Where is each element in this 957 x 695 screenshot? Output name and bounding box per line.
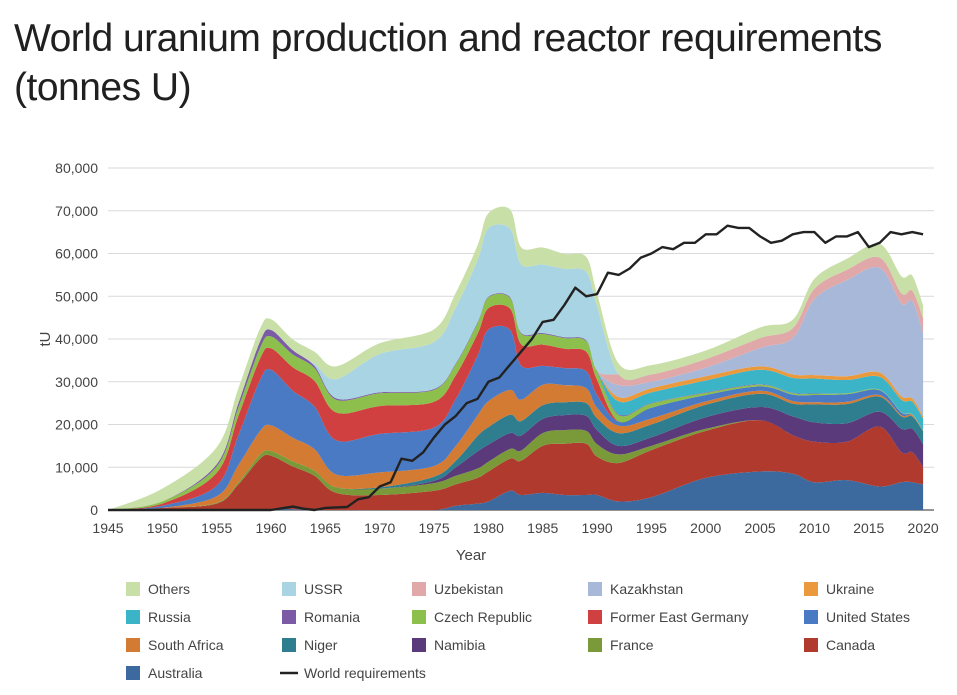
legend-label-niger: Niger — [304, 637, 338, 653]
legend-label-australia: Australia — [148, 665, 203, 681]
legend-swatch-australia — [126, 666, 140, 680]
area-australia — [108, 471, 924, 511]
y-tick-label: 80,000 — [55, 160, 98, 176]
y-tick-label: 10,000 — [55, 459, 98, 475]
legend-label-others: Others — [148, 581, 190, 597]
x-tick-label: 1980 — [473, 520, 504, 536]
world-requirements-line — [108, 224, 924, 512]
area-united-states — [108, 325, 924, 510]
area-czech-republic — [108, 293, 924, 510]
legend-label-world-requirements: World requirements — [304, 665, 426, 681]
legend-swatch-russia — [126, 610, 140, 624]
area-canada — [108, 420, 924, 511]
legend-swatch-czech-republic — [412, 610, 426, 624]
area-ussr — [108, 224, 924, 510]
legend-layer: Others USSR Uzbekistan Kazakhstan Ukraine Rus… — [126, 581, 910, 681]
legend-label-russia: Russia — [148, 609, 191, 625]
x-tick-label: 1990 — [582, 520, 613, 536]
area-uzbekistan — [108, 256, 924, 510]
x-tick-label: 1960 — [255, 520, 286, 536]
x-tick-label: 2015 — [853, 520, 884, 536]
legend-swatch-united-states — [804, 610, 818, 624]
x-tick-label: 2000 — [690, 520, 721, 536]
legend-swatch-kazakhstan — [588, 582, 602, 596]
legend-label-france: France — [610, 637, 654, 653]
y-tick-label: 40,000 — [55, 331, 98, 347]
y-tick-label: 50,000 — [55, 288, 98, 304]
legend-label-canada: Canada — [826, 637, 875, 653]
legend-label-ukraine: Ukraine — [826, 581, 874, 597]
x-tick-label: 1950 — [147, 520, 178, 536]
x-axis-title: Year — [456, 547, 486, 564]
legend-swatch-former-east-germany — [588, 610, 602, 624]
legend-swatch-romania — [282, 610, 296, 624]
y-tick-label: 20,000 — [55, 417, 98, 433]
legend-label-united-states: United States — [826, 609, 910, 625]
y-tick-label: 0 — [90, 502, 98, 518]
legend-label-namibia: Namibia — [434, 637, 486, 653]
area-layer — [108, 206, 924, 511]
area-niger — [108, 393, 924, 510]
area-others — [108, 206, 924, 510]
x-tick-label: 1985 — [527, 520, 558, 536]
x-tick-label: 1975 — [418, 520, 449, 536]
legend-label-ussr: USSR — [304, 581, 343, 597]
legend-swatch-niger — [282, 638, 296, 652]
legend-swatch-namibia — [412, 638, 426, 652]
legend-swatch-south-africa — [126, 638, 140, 652]
y-tick-label: 30,000 — [55, 374, 98, 390]
legend-swatch-canada — [804, 638, 818, 652]
axis-layer: 0 10,000 20,000 30,000 40,000 50,000 60,000 70,… — [37, 160, 939, 564]
legend-swatch-ukraine — [804, 582, 818, 596]
y-tick-label: 70,000 — [55, 203, 98, 219]
area-former-east-germany — [108, 304, 924, 510]
area-romania — [108, 293, 924, 510]
legend-label-kazakhstan: Kazakhstan — [610, 581, 683, 597]
legend-label-uzbekistan: Uzbekistan — [434, 581, 503, 597]
line-layer — [108, 224, 924, 512]
legend-swatch-others — [126, 582, 140, 596]
y-tick-label: 60,000 — [55, 246, 98, 262]
legend-label-former-east-germany: Former East Germany — [610, 609, 748, 625]
x-tick-label: 2010 — [799, 520, 830, 536]
legend-swatch-france — [588, 638, 602, 652]
y-axis-title: tU — [37, 332, 54, 347]
area-south-africa — [108, 383, 924, 510]
chart-title: World uranium production and reactor req… — [14, 17, 882, 109]
x-tick-label: 2005 — [745, 520, 776, 536]
area-kazakhstan — [108, 266, 924, 510]
legend-label-czech-republic: Czech Republic — [434, 609, 532, 625]
legend-swatch-ussr — [282, 582, 296, 596]
legend-label-romania: Romania — [304, 609, 360, 625]
legend-swatch-uzbekistan — [412, 582, 426, 596]
x-tick-label: 1965 — [310, 520, 341, 536]
x-tick-label: 1955 — [201, 520, 232, 536]
x-tick-label: 1995 — [636, 520, 667, 536]
x-tick-label: 1970 — [364, 520, 395, 536]
x-tick-label: 1945 — [92, 520, 123, 536]
x-tick-label: 2020 — [908, 520, 939, 536]
legend-label-south-africa: South Africa — [148, 637, 224, 653]
